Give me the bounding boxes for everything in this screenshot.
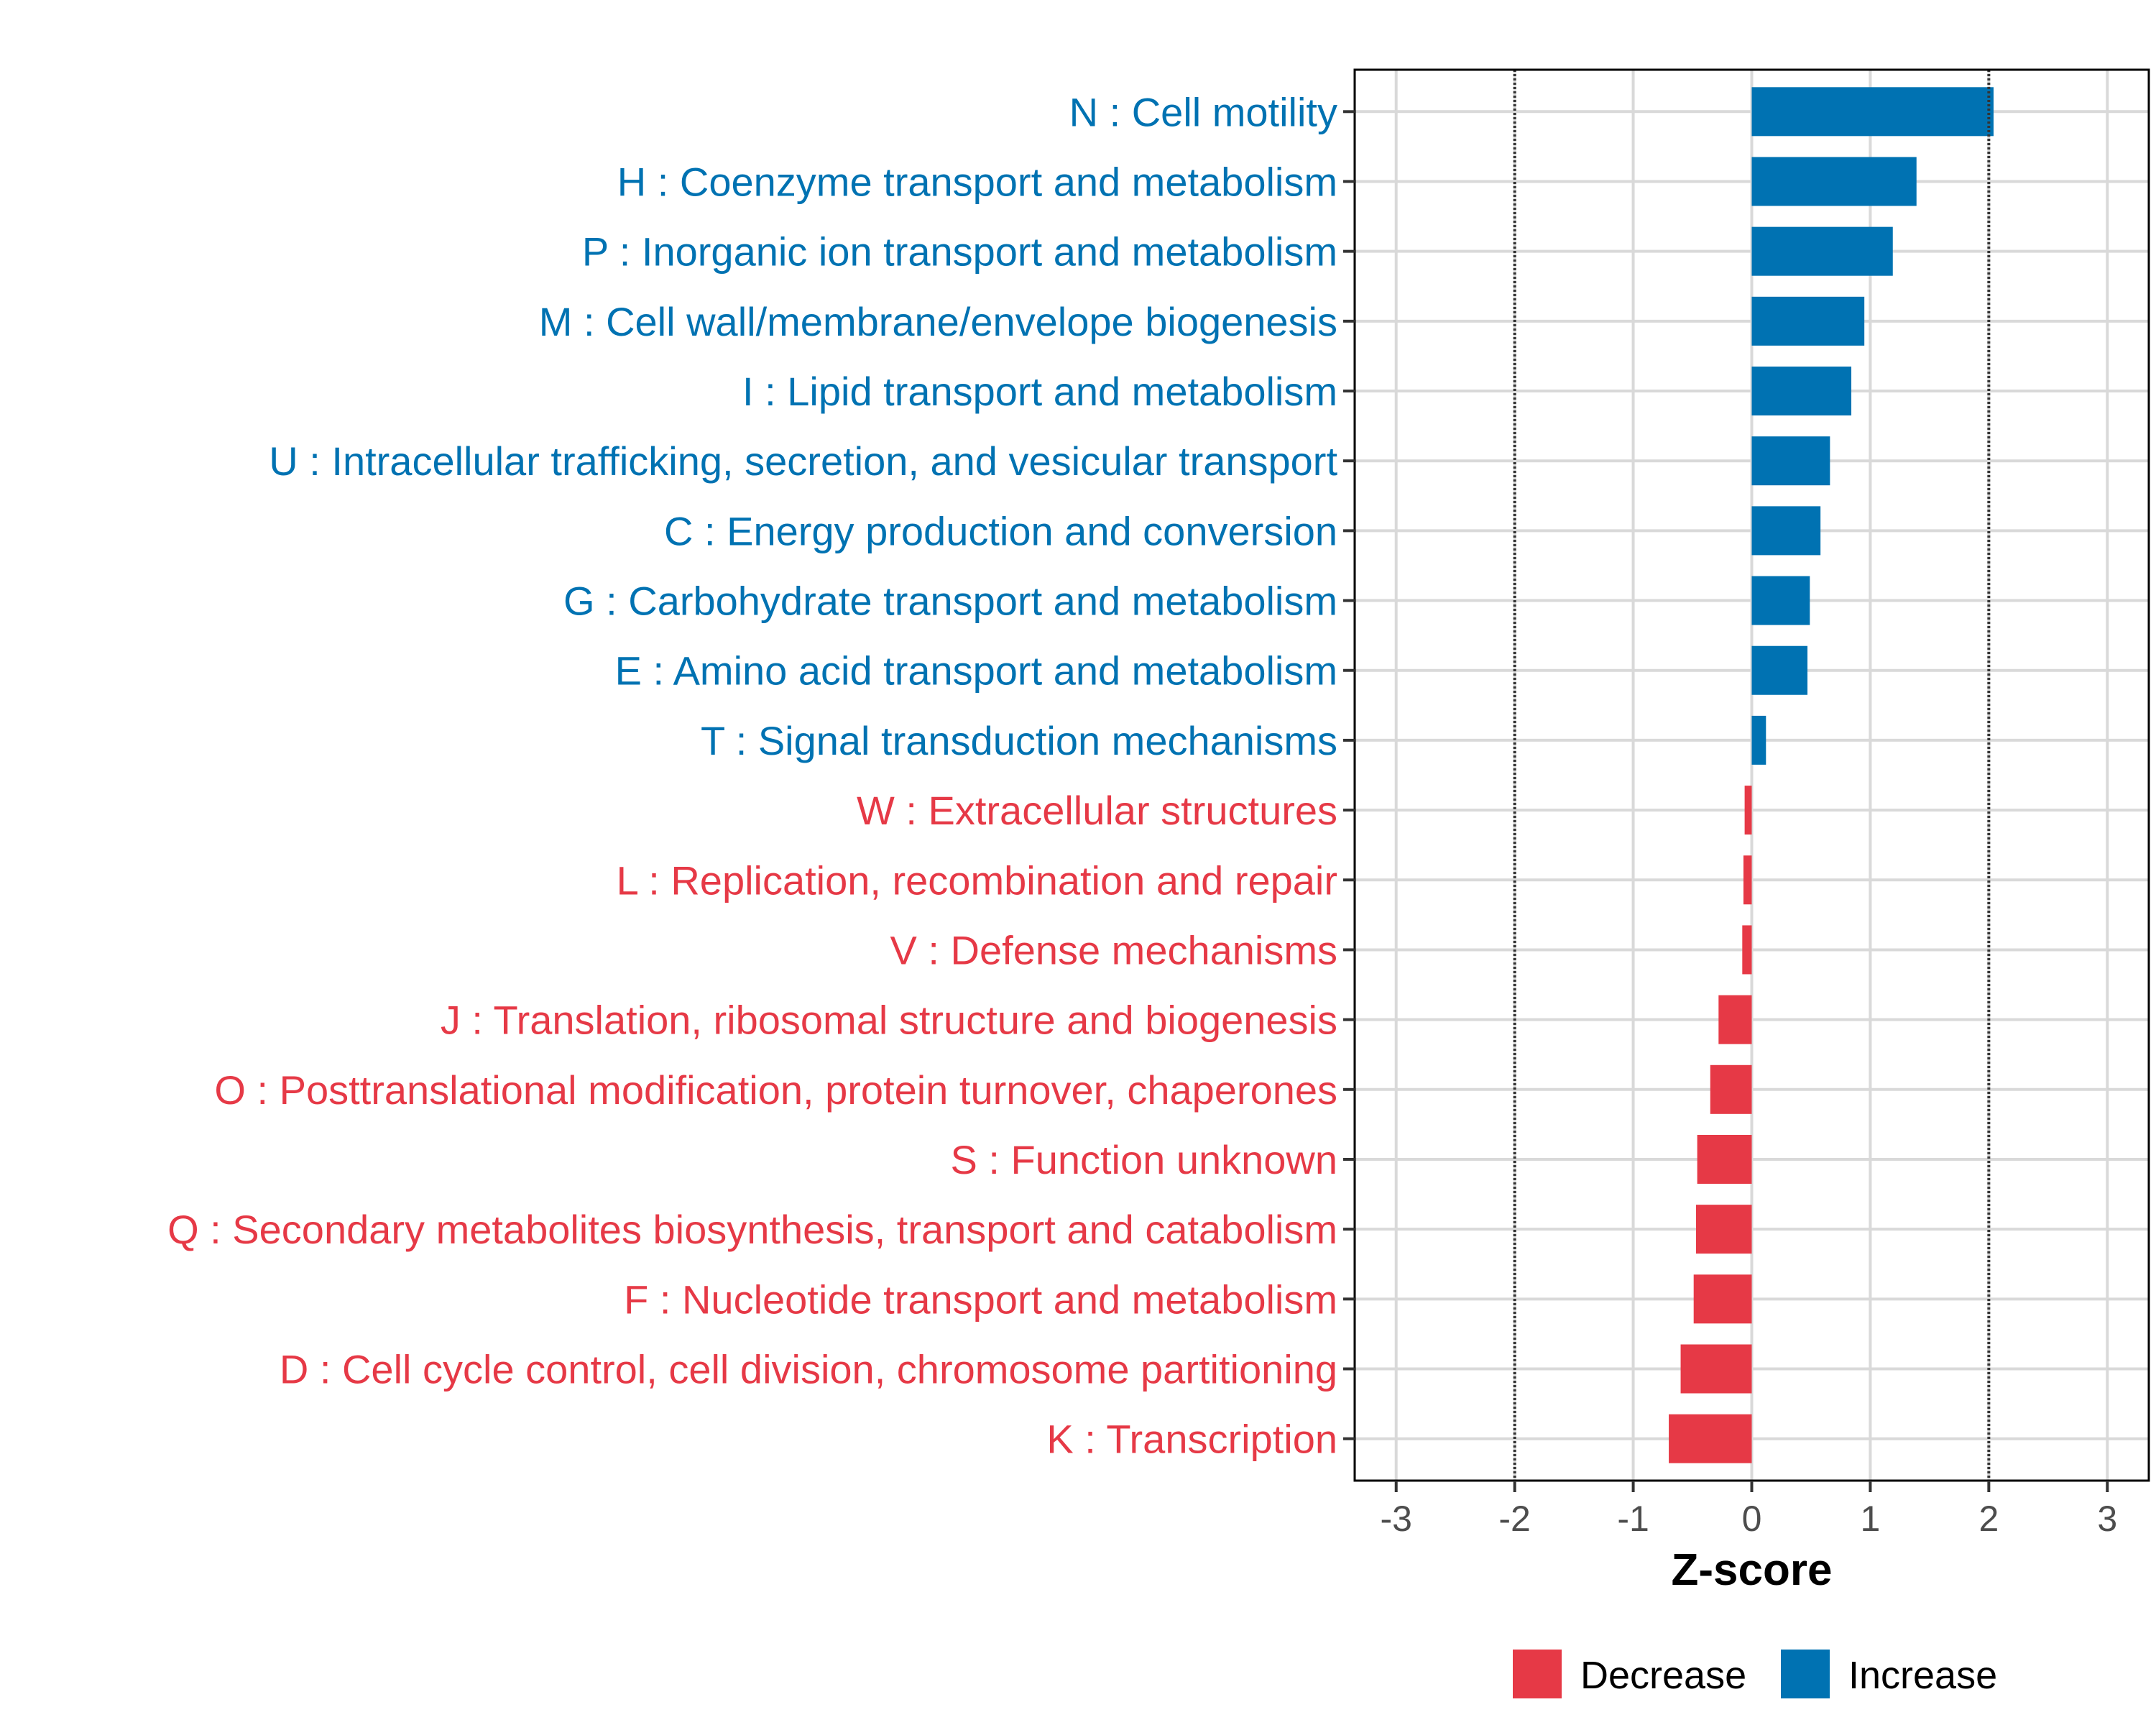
category-label: N : Cell motility	[1069, 89, 1337, 134]
category-label: Q : Secondary metabolites biosynthesis, …	[167, 1207, 1337, 1252]
bar	[1710, 1064, 1752, 1114]
bar	[1751, 436, 1830, 486]
category-label: S : Function unknown	[950, 1137, 1337, 1182]
bars	[1669, 87, 1994, 1463]
x-tick-label: -3	[1380, 1499, 1411, 1539]
bar	[1695, 1205, 1752, 1254]
x-tick-label: 2	[1978, 1499, 1999, 1539]
bar	[1680, 1344, 1752, 1394]
category-label: E : Amino acid transport and metabolism	[615, 648, 1337, 694]
bar	[1751, 645, 1808, 695]
x-tick-label: 1	[1861, 1499, 1881, 1539]
legend: Decrease Increase	[1513, 1650, 1997, 1698]
bar	[1751, 157, 1917, 206]
bar	[1751, 296, 1865, 346]
bar	[1669, 1414, 1752, 1463]
legend-label: Increase	[1848, 1654, 1997, 1697]
bar	[1743, 855, 1752, 905]
x-axis-title: Z-score	[1672, 1545, 1833, 1595]
category-label: K : Transcription	[1046, 1417, 1337, 1462]
category-label: W : Extracellular structures	[857, 788, 1337, 833]
category-label: M : Cell wall/membrane/envelope biogenes…	[539, 299, 1337, 344]
category-label: G : Carbohydrate transport and metabolis…	[563, 579, 1337, 624]
legend-swatch	[1513, 1650, 1562, 1698]
category-label: J : Translation, ribosomal structure and…	[441, 998, 1337, 1043]
x-tick-label: -2	[1498, 1499, 1530, 1539]
bar	[1751, 367, 1852, 416]
bar	[1718, 995, 1752, 1044]
category-label: U : Intracellular trafficking, secretion…	[269, 438, 1337, 484]
bar	[1751, 506, 1821, 556]
category-label: C : Energy production and conversion	[664, 508, 1337, 553]
category-label: I : Lipid transport and metabolism	[742, 369, 1337, 414]
category-label: F : Nucleotide transport and metabolism	[624, 1276, 1337, 1322]
category-label: H : Coenzyme transport and metabolism	[617, 159, 1337, 204]
bar	[1697, 1134, 1752, 1184]
bar	[1751, 715, 1766, 765]
x-tick-label: 3	[2097, 1499, 2117, 1539]
category-label: V : Defense mechanisms	[890, 927, 1337, 972]
category-label: D : Cell cycle control, cell division, c…	[280, 1347, 1337, 1392]
legend-label: Decrease	[1580, 1654, 1746, 1697]
category-label: O : Posttranslational modification, prot…	[214, 1067, 1337, 1113]
legend-swatch	[1781, 1650, 1830, 1698]
bar	[1742, 925, 1752, 975]
bar	[1744, 786, 1752, 835]
x-axis: -3 -2 -1 0 1 2 3	[1380, 1481, 2117, 1539]
x-tick-label: 0	[1742, 1499, 1762, 1539]
category-label: T : Signal transduction mechanisms	[701, 718, 1337, 763]
x-tick-label: -1	[1617, 1499, 1649, 1539]
bar	[1751, 87, 1994, 137]
y-axis: N : Cell motility H : Coenzyme transport …	[167, 89, 1355, 1462]
bar	[1751, 226, 1893, 276]
category-label: P : Inorganic ion transport and metaboli…	[582, 229, 1337, 275]
bar	[1751, 576, 1810, 625]
category-label: L : Replication, recombination and repai…	[617, 857, 1337, 903]
bar	[1693, 1274, 1752, 1324]
